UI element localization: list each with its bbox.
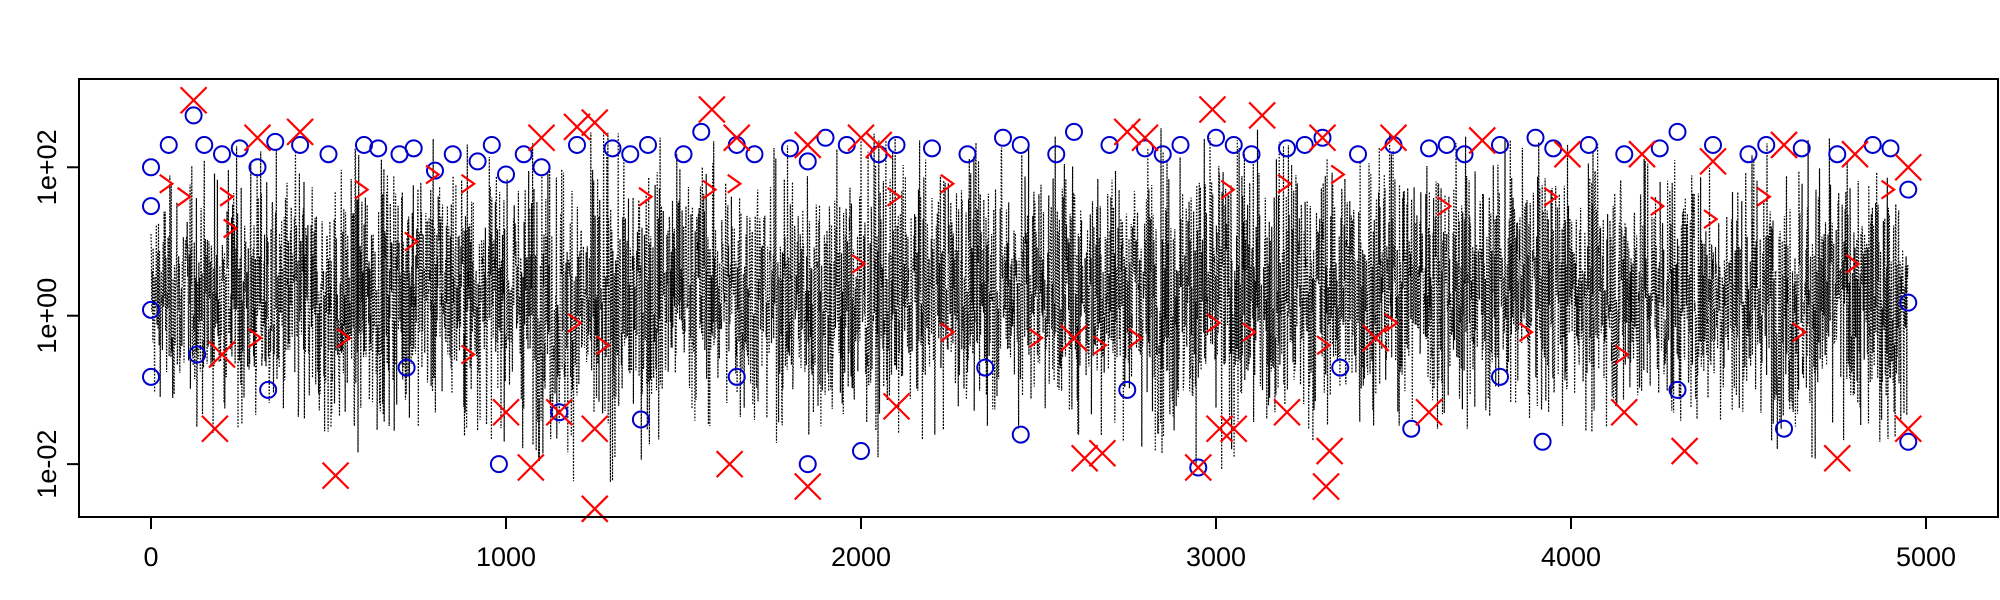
x-tick-label: 1000	[476, 542, 536, 572]
x-tick-label: 2000	[831, 542, 891, 572]
y-tick-label: 1e+00	[32, 278, 62, 354]
x-tick-label: 4000	[1541, 542, 1601, 572]
x-tick-label: 3000	[1186, 542, 1246, 572]
x-tick-label: 5000	[1896, 542, 1956, 572]
y-tick-label: 1e+02	[32, 129, 62, 205]
y-tick-label: 1e-02	[32, 430, 62, 499]
x-tick-label: 0	[143, 542, 158, 572]
